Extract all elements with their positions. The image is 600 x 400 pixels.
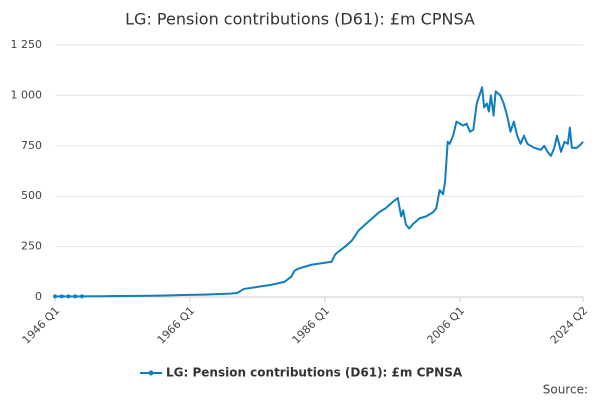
y-tick-label: 1 250 bbox=[11, 38, 43, 51]
y-tick-label: 1 000 bbox=[11, 88, 43, 101]
source: Source: bbox=[543, 383, 588, 397]
y-tick-label: 500 bbox=[21, 189, 42, 202]
y-tick-label: 750 bbox=[21, 139, 42, 152]
x-tick-label: 1946 Q1 bbox=[20, 304, 63, 347]
legend-label: LG: Pension contributions (D61): £m CPNS… bbox=[166, 366, 463, 380]
line bbox=[55, 86, 584, 298]
point bbox=[73, 294, 78, 299]
legend-marker bbox=[148, 370, 154, 376]
y-tick-label: 250 bbox=[21, 240, 42, 253]
x-tick-label: 1986 Q1 bbox=[290, 304, 333, 347]
point bbox=[66, 294, 71, 299]
point bbox=[53, 294, 57, 299]
y-tick-label: 0 bbox=[35, 290, 42, 303]
chart-title: LG: Pension contributions (D61): £m CPNS… bbox=[125, 10, 475, 29]
point bbox=[79, 294, 84, 299]
x-tick-label: 2006 Q1 bbox=[425, 304, 468, 347]
x-tick-label: 2024 Q2 bbox=[548, 304, 591, 347]
x-tick-label: 1966 Q1 bbox=[155, 304, 198, 347]
point bbox=[59, 294, 64, 299]
